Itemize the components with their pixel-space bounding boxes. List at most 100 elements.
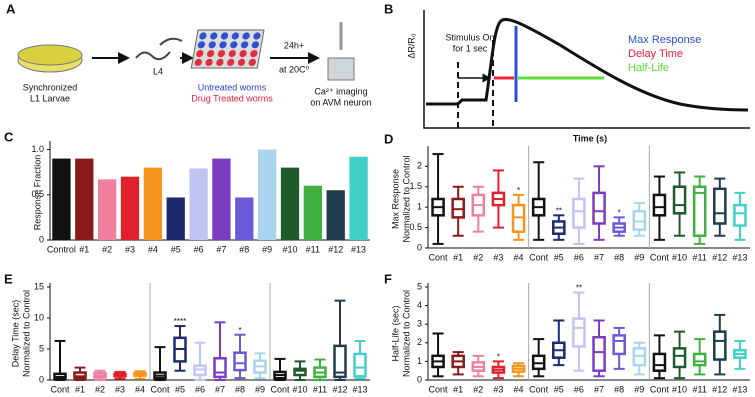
well	[231, 32, 239, 40]
y-tick-label: 0.5	[409, 222, 422, 232]
label: Ca²⁺ imaging	[314, 86, 367, 96]
y-tick-label: 0	[417, 374, 422, 384]
x-tick-label: #12	[712, 252, 727, 262]
x-tick-label: #11	[693, 252, 707, 262]
well	[227, 58, 235, 67]
y-axis-label: ΔR/R₀	[406, 33, 416, 59]
x-tick-label: #4	[135, 384, 145, 394]
y-axis-label: Half-Life (sec)	[390, 305, 400, 361]
x-axis-label: Time (s)	[573, 133, 607, 143]
bar	[120, 176, 140, 240]
box	[451, 197, 465, 219]
x-tick-label: #9	[255, 384, 265, 394]
x-tick-label: #6	[574, 252, 584, 262]
x-tick-label: Cont	[50, 384, 70, 394]
x-tick-label: Cont	[529, 384, 549, 394]
x-tick-label: #13	[732, 384, 747, 394]
well	[253, 32, 261, 40]
y-tick-label: 5	[39, 343, 44, 353]
well	[210, 32, 218, 40]
y-axis-label: Normalized to Control	[21, 290, 31, 377]
x-tick-label: #6	[194, 244, 204, 254]
legend: Max Response Delay Time Half-Life	[628, 34, 701, 74]
bar	[143, 167, 162, 240]
x-tick-label: #7	[216, 244, 226, 254]
y-tick-label: 10	[34, 312, 44, 322]
bar	[189, 168, 208, 240]
x-tick-label: #8	[614, 252, 624, 262]
label: L1 Larvae	[30, 93, 70, 103]
panel-label: E	[4, 271, 13, 286]
box	[333, 344, 347, 379]
x-tick-label: #5	[171, 244, 181, 254]
bar	[303, 185, 322, 240]
y-axis-label: Delay Time (sec)	[10, 300, 20, 368]
panel-label: F	[384, 271, 392, 286]
bar	[326, 190, 345, 240]
x-tick-label: #10	[282, 244, 297, 254]
y-tick-label: 0.5	[31, 189, 44, 199]
x-tick-label: #7	[594, 384, 604, 394]
x-tick-label: #8	[239, 244, 249, 254]
panel-label: D	[384, 131, 393, 146]
x-tick-label: #4	[514, 384, 524, 394]
well	[228, 50, 236, 58]
well	[197, 41, 206, 49]
well	[194, 58, 202, 67]
legend-entry: Max Response	[628, 34, 701, 46]
x-tick-label: #10	[672, 384, 687, 394]
well	[237, 58, 246, 67]
y-tick-label: 0	[417, 242, 422, 252]
x-tick-label: Cont	[429, 252, 449, 262]
y-axis-label: Response Fraction	[32, 155, 42, 231]
legend-entry: Delay Time	[628, 48, 683, 60]
well-plate	[190, 29, 265, 69]
well	[206, 50, 215, 58]
x-tick-label: #12	[328, 244, 343, 254]
x-tick-label: #11	[693, 384, 707, 394]
x-tick-label: #3	[115, 384, 125, 394]
box	[632, 210, 647, 231]
bar	[258, 149, 277, 240]
box	[692, 352, 707, 367]
well	[220, 32, 229, 40]
well	[240, 41, 249, 49]
y-tick-label: 0	[39, 374, 44, 384]
x-tick-label: #10	[672, 252, 687, 262]
box	[713, 330, 727, 361]
y-tick-label: 1.0	[31, 144, 44, 154]
x-tick-label: #3	[493, 252, 503, 262]
box	[713, 187, 727, 225]
x-tick-label: #3	[493, 384, 503, 394]
panel-b: B ΔR/R₀ Time (s) Stimulus On for 1 sec M…	[384, 1, 750, 143]
x-tick-label: #12	[712, 384, 727, 394]
well	[230, 41, 238, 49]
bar	[280, 167, 300, 240]
x-tick-label: #8	[235, 384, 245, 394]
x-tick-label: Cont	[529, 252, 549, 262]
box	[511, 203, 526, 233]
x-tick-label: #7	[594, 252, 604, 262]
box	[572, 197, 586, 229]
y-tick-label: 0	[39, 234, 44, 244]
box	[652, 352, 667, 372]
x-tick-label: #3	[125, 244, 135, 254]
legend-entry: Half-Life	[628, 62, 669, 74]
x-tick-label: #5	[554, 252, 564, 262]
x-tick-label: #8	[614, 384, 624, 394]
significance: *	[618, 208, 621, 217]
x-tick-label: Cont	[650, 384, 670, 394]
bar	[52, 158, 71, 240]
x-tick-label: #10	[292, 384, 307, 394]
stimulus-marker	[457, 40, 494, 128]
x-tick-label: #4	[514, 252, 524, 262]
label: Synchronized	[23, 82, 78, 92]
y-tick-label: 4	[417, 300, 422, 310]
x-tick-label: #13	[732, 252, 747, 262]
x-tick-label: #4	[148, 244, 158, 254]
x-tick-label: #2	[473, 384, 483, 394]
y-axis-label: Max Response	[390, 169, 400, 229]
significance: **	[556, 206, 562, 215]
significance: *	[238, 326, 241, 335]
